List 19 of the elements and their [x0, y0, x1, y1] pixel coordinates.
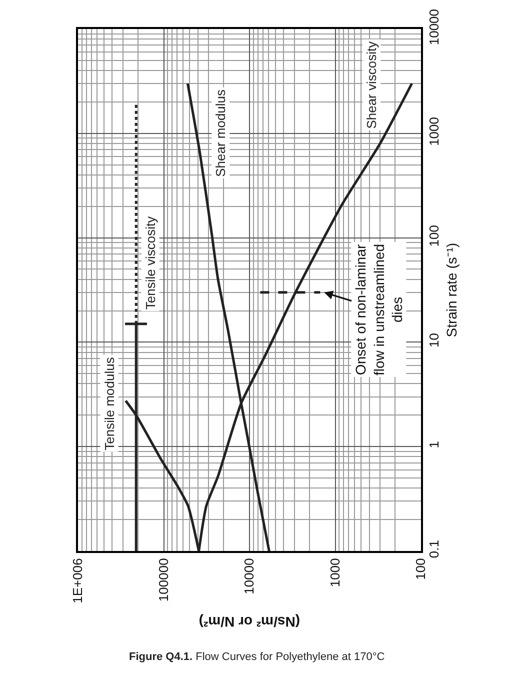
- y-tick-label: 1000: [426, 116, 442, 146]
- text: Tensile viscosity: [142, 216, 158, 310]
- y-tick-label: 10: [426, 333, 442, 348]
- y-tick-label: 0.1: [426, 540, 442, 558]
- y-tick-label: 10000: [426, 8, 442, 46]
- x-tick-label: 1000: [327, 558, 342, 588]
- text: Figure Q4.1. Flow Curves for Polyethylene at 170°C: [129, 651, 385, 663]
- x-axis-title: (Ns/m² or N/m²): [198, 614, 300, 630]
- x-tick-label: 100: [413, 558, 428, 580]
- x-tick-label: 100000: [156, 558, 171, 602]
- x-tick-label: 10000: [242, 558, 257, 594]
- x-tick-label: 1E+006: [70, 558, 86, 604]
- text: Shear viscosity: [364, 40, 380, 129]
- y-tick-label: 1: [426, 441, 442, 448]
- text: Shear modulus: [213, 88, 228, 177]
- annotation: Onset of non-laminar flow in unstreamlined dies: [352, 244, 406, 376]
- y-axis-title: Strain rate (s⁻¹): [443, 242, 460, 338]
- y-tick-label: 100: [426, 225, 442, 247]
- text: Tensile modulus: [102, 356, 117, 450]
